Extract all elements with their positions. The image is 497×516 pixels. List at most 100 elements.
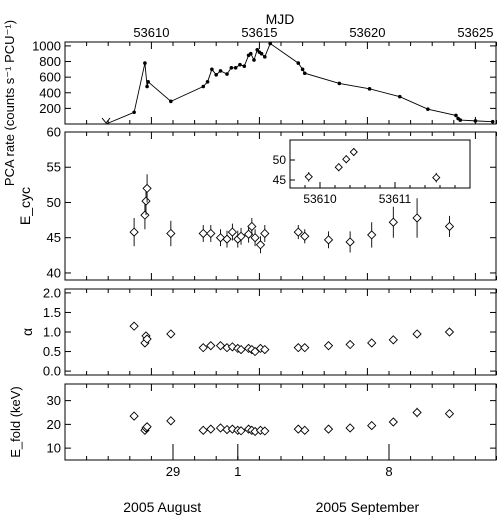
pca-rate-point [302, 71, 307, 76]
ecyc-point [198, 228, 208, 239]
ecyc-point [260, 228, 270, 239]
alpha-point [412, 329, 422, 339]
pca-rate-point [296, 61, 301, 65]
ecyc-point [250, 233, 260, 243]
pca-rate-point [132, 110, 136, 115]
pca-rate-point [169, 99, 173, 104]
alpha-axis-label: α [19, 328, 35, 336]
efold-point [293, 424, 303, 434]
pca-rate-point [426, 107, 430, 111]
inset-point [342, 155, 351, 164]
pca-rate-point [225, 72, 229, 76]
y-tick-label: 0.5 [43, 344, 61, 359]
efold-point [166, 416, 176, 426]
pca-rate-point [238, 62, 242, 67]
ecyc-point [236, 231, 246, 241]
alpha-point [444, 327, 455, 337]
pca-rate-point [367, 87, 372, 91]
alpha-point [227, 342, 238, 352]
month-label: 2005 September [316, 499, 420, 515]
inset-point [349, 147, 358, 157]
y-tick-label: 0.0 [43, 364, 61, 379]
pca-rate-point [398, 94, 402, 99]
pca-rate-point [259, 51, 264, 56]
alpha-point [367, 338, 377, 348]
y-tick-label: 20 [47, 417, 61, 432]
top-axis-tick-label: 53625 [457, 25, 493, 40]
alpha-point [300, 342, 310, 353]
alpha-point [260, 344, 270, 355]
efold-point [300, 425, 310, 435]
inset-x-tick-label: 53610 [303, 192, 337, 206]
ecyc-point [412, 213, 422, 223]
ecyc-point [215, 233, 226, 243]
inset-x-tick-label: 53611 [379, 192, 412, 206]
y-tick-label: 2.0 [43, 285, 61, 300]
ecyc-point [388, 217, 398, 227]
ecyc-axis-label: E_cyc [17, 187, 33, 225]
pca-rate-point [252, 58, 256, 62]
inset-point [334, 163, 343, 172]
alpha-point [206, 341, 216, 351]
alpha-point [345, 339, 355, 350]
y-tick-label: 400 [39, 85, 61, 100]
date-tick-label: 1 [234, 464, 241, 479]
y-tick-label: 1.5 [43, 305, 61, 320]
y-tick-label: 60 [47, 125, 61, 140]
alpha-frame [64, 288, 497, 376]
upper-limit-arrow [101, 117, 111, 124]
pca-rate-point [458, 118, 463, 122]
alpha-point [236, 344, 246, 355]
ecyc-point [142, 183, 152, 194]
y-tick-label: 200 [39, 101, 61, 116]
efold-point [323, 424, 334, 434]
top-axis-tick-label: 53610 [133, 25, 169, 40]
efold-point [129, 411, 139, 421]
pca-rate-point [233, 65, 238, 70]
alpha-point [198, 342, 208, 353]
pca-rate-point [210, 67, 214, 72]
ecyc-point [300, 231, 310, 241]
ecyc-point [206, 228, 216, 239]
pca-rate-point [205, 80, 210, 84]
pca-rate-point [473, 119, 478, 123]
pca-rate-point [143, 61, 147, 65]
pca-rate-point [263, 55, 267, 59]
ecyc-point [444, 221, 455, 232]
pca-rate-axis-label: PCA rate (counts s⁻¹ PCU⁻¹) [2, 20, 17, 186]
ecyc-point [255, 240, 266, 250]
pca-rate-line [105, 42, 493, 125]
ecyc-point [345, 237, 355, 247]
y-tick-label: 1.0 [43, 325, 61, 340]
ecyc-point [323, 235, 334, 245]
alpha-point [323, 341, 334, 351]
ecyc-point [367, 230, 377, 240]
y-tick-label: 50 [47, 195, 61, 210]
pca-rate-point [214, 73, 218, 77]
month-label: 2005 August [123, 499, 201, 515]
efold-point [260, 426, 270, 436]
ecyc-point [227, 227, 238, 237]
y-tick-label: 600 [39, 70, 61, 85]
pca-rate-point [218, 69, 223, 73]
y-tick-label: 55 [47, 160, 61, 175]
efold-axis-label: E_fold (keV) [8, 386, 23, 458]
pca-rate-point [490, 119, 495, 124]
top-axis-tick-label: 53620 [349, 25, 385, 40]
ecyc-point [129, 227, 139, 237]
ecyc-point [243, 229, 254, 239]
pca-rate-point [337, 81, 342, 86]
y-tick-label: 1000 [32, 38, 61, 53]
pca-rate-point [201, 84, 206, 89]
inset-point [432, 173, 441, 182]
date-tick-label: 8 [385, 464, 392, 479]
efold-point [412, 407, 422, 418]
efold-point [142, 422, 152, 432]
pca-rate-frame [64, 41, 497, 125]
y-tick-label: 40 [47, 265, 61, 280]
pca-rate-point [145, 84, 149, 89]
inset-y-tick-label: 50 [273, 153, 287, 167]
y-tick-label: 30 [47, 393, 61, 408]
